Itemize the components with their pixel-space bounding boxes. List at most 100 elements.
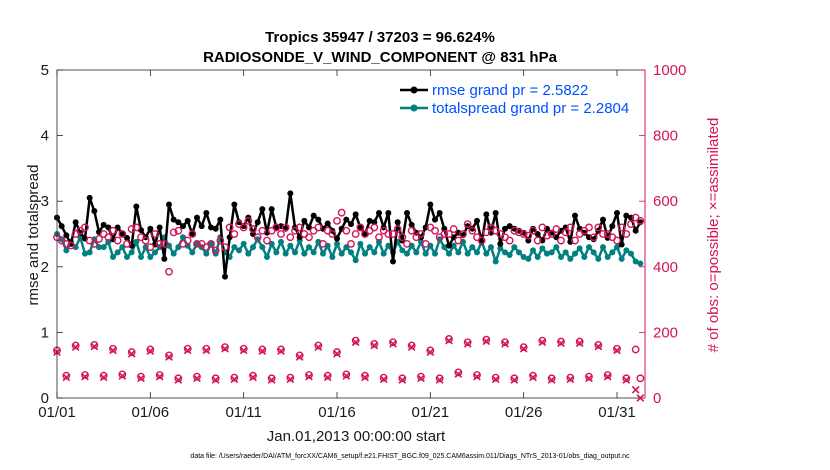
obs-assimilated-lower-point [398, 376, 407, 384]
x-tick-label: 01/06 [132, 404, 170, 421]
rmse-point [334, 235, 340, 242]
rmse-point [86, 194, 93, 201]
obs-possible-upper-point [347, 239, 355, 248]
rmse-point [390, 258, 396, 265]
obs-possible-upper-point [622, 230, 631, 238]
obs-possible-upper-point [95, 235, 103, 243]
totalspread-point [231, 244, 238, 251]
totalspread-point [572, 250, 578, 257]
obs-possible-upper-point [571, 236, 579, 245]
x-tick-label: 01/01 [38, 404, 76, 421]
obs-possible-upper-point [67, 241, 75, 250]
obs-possible-upper-point [561, 228, 570, 237]
legend-rmse-label: rmse grand pr = 2.5822 [432, 82, 588, 99]
totalspread-point [259, 244, 266, 251]
rmse-point [175, 219, 182, 226]
rmse-point [133, 203, 140, 210]
obs-assimilated-lower-point [62, 373, 71, 382]
totalspread-point [632, 258, 639, 265]
plot-area [57, 70, 645, 398]
rmse-point [58, 223, 65, 230]
obs-possible-upper-point [627, 220, 635, 229]
obs-assimilated-lower-point [566, 375, 575, 384]
x-tick-label: 01/26 [505, 404, 543, 421]
obs-assimilated-lower-point [417, 374, 425, 383]
obs-possible-upper-point [384, 230, 393, 238]
obs-possible-upper-point [123, 239, 131, 248]
obs-possible-upper-point [599, 230, 607, 238]
y-right-tick-label: 200 [653, 324, 678, 341]
totalspread-point [567, 255, 574, 262]
totalspread-point [404, 250, 410, 257]
obs-possible-lower-point [342, 370, 351, 379]
obs-assimilated-lower-point [165, 353, 173, 361]
obs-possible-upper-point [319, 239, 327, 248]
series-layer [53, 190, 645, 402]
obs-possible-lower-point [417, 372, 425, 381]
obs-possible-lower-point [118, 370, 127, 379]
obs-possible-lower-point [314, 341, 323, 350]
obs-possible-upper-point [552, 225, 561, 233]
obs-assimilated-lower-point [407, 343, 416, 352]
obs-assimilated-lower-point [239, 346, 248, 355]
obs-possible-lower-point [146, 345, 155, 354]
chart-title-line2: RADIOSONDE_V_WIND_COMPONENT @ 831 hPa [203, 49, 558, 66]
rmse-point [408, 221, 415, 228]
totalspread-point [446, 250, 452, 257]
obs-assimilated-lower-point [585, 374, 593, 383]
totalspread-point [516, 249, 522, 256]
obs-possible-upper-point [613, 236, 621, 245]
obs-assimilated-lower-point [361, 373, 369, 382]
obs-possible-upper-point [533, 236, 542, 245]
obs-possible-upper-point [515, 228, 523, 237]
obs-possible-upper-point [109, 226, 117, 235]
totalspread-point [553, 244, 560, 251]
obs-possible-lower-point [435, 374, 444, 383]
obs-possible-lower-point [538, 336, 547, 345]
totalspread-point [562, 249, 569, 256]
totalspread-point [170, 250, 177, 257]
obs-possible-lower-point [155, 371, 164, 379]
totalspread-point [558, 253, 564, 260]
rmse-point [366, 217, 373, 224]
obs-possible-upper-point [403, 239, 411, 248]
totalspread-point [576, 245, 583, 252]
obs-possible-lower-point [202, 344, 211, 353]
totalspread-point [371, 249, 378, 256]
obs-possible-lower-point [333, 348, 341, 356]
totalspread-point [380, 250, 387, 257]
obs-possible-lower-point [165, 351, 173, 360]
totalspread-point [534, 253, 541, 260]
rmse-point [446, 242, 452, 249]
obs-possible-upper-point [253, 233, 262, 242]
totalspread-point [240, 240, 247, 247]
obs-assimilated-lower-point [183, 346, 192, 355]
obs-possible-upper-point [249, 225, 257, 233]
obs-assimilated-lower-point [631, 385, 640, 394]
totalspread-point [147, 253, 154, 260]
obs-possible-upper-point [207, 239, 215, 248]
y-left-tick-label: 4 [41, 128, 49, 145]
totalspread-point [581, 253, 588, 260]
rmse-point [432, 216, 438, 223]
obs-possible-lower-point [295, 351, 304, 360]
x-tick-label: 01/16 [318, 404, 356, 421]
obs-possible-lower-point [267, 374, 276, 383]
obs-assimilated-lower-point [137, 374, 145, 383]
totalspread-point [497, 245, 504, 252]
obs-possible-upper-point [305, 233, 313, 242]
obs-possible-lower-point [566, 373, 575, 382]
rmse-point [231, 201, 238, 208]
obs-assimilated-lower-point [155, 372, 164, 381]
obs-assimilated-lower-point [445, 336, 453, 345]
rmse-point [404, 210, 410, 217]
obs-possible-lower-point [239, 344, 248, 353]
totalspread-point [133, 238, 140, 245]
rmse-point [287, 190, 294, 197]
obs-assimilated-lower-point [221, 344, 229, 353]
y-right-tick-label: 0 [653, 390, 661, 407]
obs-possible-lower-point [174, 374, 183, 383]
obs-assimilated-lower-point [491, 375, 500, 384]
obs-possible-upper-point [169, 228, 178, 237]
rmse-point [310, 212, 317, 219]
